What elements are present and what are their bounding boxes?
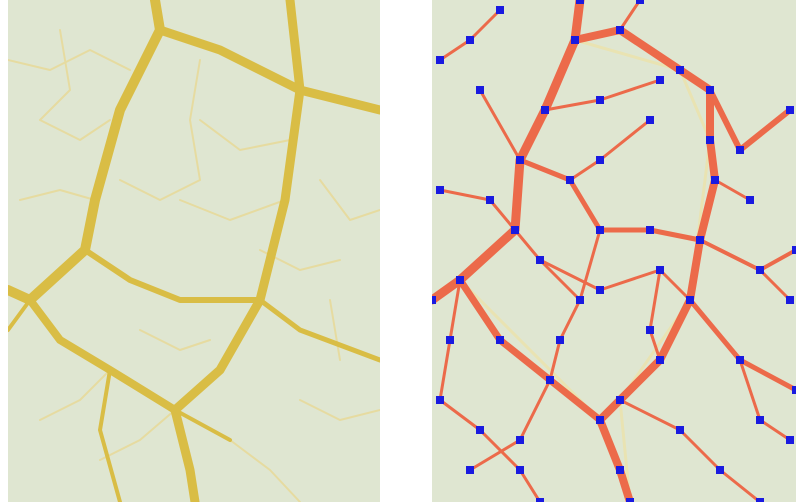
network-node [596,416,604,424]
network-node [571,36,579,44]
network-node [736,356,744,364]
page: {} (() => { const data = JSON.parse(docu… [0,0,796,502]
network-node [646,116,654,124]
left-panel [8,0,380,502]
network-node [466,36,474,44]
network-node [476,426,484,434]
network-node [466,466,474,474]
network-node [746,196,754,204]
network-node [616,26,624,34]
network-node [716,466,724,474]
network-node [436,186,444,194]
network-node [516,466,524,474]
network-node [656,76,664,84]
network-node [596,286,604,294]
network-node [596,156,604,164]
network-node [536,498,544,502]
network-node [626,498,634,502]
network-node [436,56,444,64]
network-node [736,146,744,154]
network-node [786,106,794,114]
network-node [646,326,654,334]
network-node [476,86,484,94]
network-node [656,266,664,274]
network-node [711,176,719,184]
network-node [616,466,624,474]
network-node [496,6,504,14]
network-node [756,266,764,274]
network-node [756,498,764,502]
network-node [686,296,694,304]
network-node [511,226,519,234]
network-node [516,436,524,444]
network-node [566,176,574,184]
network-node [786,296,794,304]
network-node [428,296,436,304]
scene [0,0,796,502]
network-node [596,226,604,234]
network-node [636,0,644,4]
network-node [756,416,764,424]
network-node [656,356,664,364]
network-node [706,86,714,94]
network-node [546,376,554,384]
network-node [486,196,494,204]
network-node [576,296,584,304]
network-node [792,386,796,394]
network-node [556,336,564,344]
network-node [541,106,549,114]
network-node [676,66,684,74]
network-node [792,246,796,254]
network-node [616,396,624,404]
network-node [596,96,604,104]
network-node [576,0,584,4]
network-node [456,276,464,284]
leaf-background [8,0,380,502]
network-node [516,156,524,164]
network-node [646,226,654,234]
right-panel [428,0,796,502]
network-node [696,236,704,244]
network-node [536,256,544,264]
network-node [436,396,444,404]
network-node [786,436,794,444]
network-node [496,336,504,344]
network-node [446,336,454,344]
network-node [706,136,714,144]
network-node [676,426,684,434]
